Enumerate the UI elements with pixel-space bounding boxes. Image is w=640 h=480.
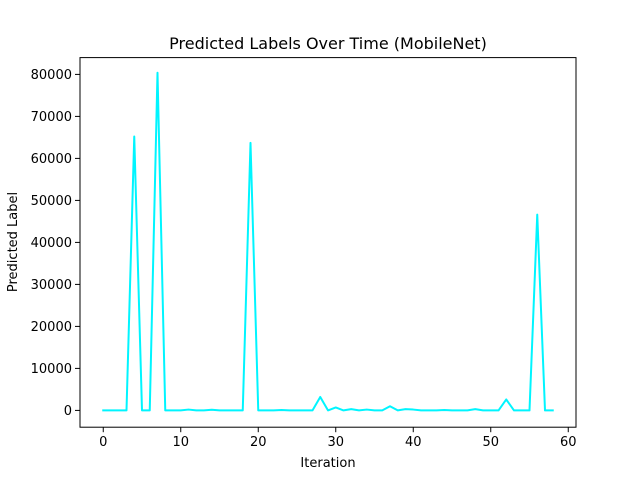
y-tick-label: 30000 xyxy=(31,278,72,293)
y-tick-label: 10000 xyxy=(31,362,72,377)
x-tick-label: 40 xyxy=(405,435,422,450)
series-line-0 xyxy=(102,71,554,412)
x-tick-label: 60 xyxy=(560,435,577,450)
x-axis-label: Iteration xyxy=(300,456,355,471)
y-tick-label: 50000 xyxy=(31,194,72,209)
x-tick-label: 10 xyxy=(172,435,189,450)
y-tick-label: 70000 xyxy=(31,110,72,125)
y-tick-label: 60000 xyxy=(31,152,72,167)
y-tick-label: 0 xyxy=(64,404,72,419)
x-tick-label: 30 xyxy=(327,435,344,450)
y-tick-label: 80000 xyxy=(31,68,72,83)
y-tick-label: 20000 xyxy=(31,320,72,335)
x-tick-label: 50 xyxy=(482,435,499,450)
chart-title: Predicted Labels Over Time (MobileNet) xyxy=(169,34,487,53)
y-tick-label: 40000 xyxy=(31,236,72,251)
x-tick-label: 0 xyxy=(99,435,107,450)
x-tick-label: 20 xyxy=(250,435,267,450)
y-axis-label: Predicted Label xyxy=(6,192,21,292)
